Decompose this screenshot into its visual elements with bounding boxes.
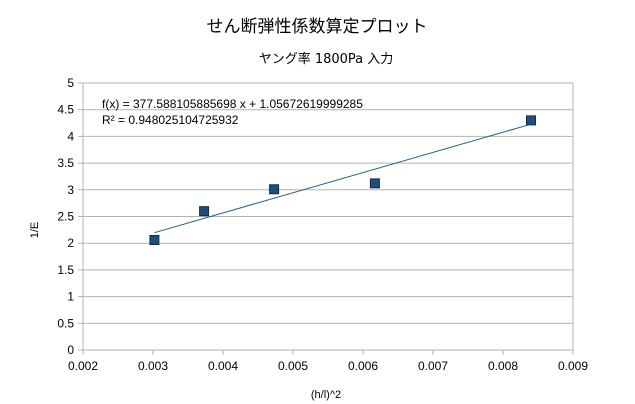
- y-tick-label: 0: [67, 343, 74, 357]
- tick-labels: 0 0.5 1 1.5 2 2.5 3 3.5 4 4.5 5 0.002 0.003 0.004 0.00…: [57, 76, 588, 373]
- y-tick-label: 4: [67, 129, 74, 143]
- x-tick-label: 0.003: [138, 359, 168, 373]
- trendline-group: [154, 123, 532, 234]
- y-tick-label: 3.5: [57, 156, 74, 170]
- r-squared-label: R² = 0.948025104725932: [102, 113, 239, 127]
- y-tick-label: 4.5: [57, 103, 74, 117]
- data-points: [149, 115, 536, 245]
- axes: [78, 82, 574, 355]
- x-tick-label: 0.007: [418, 359, 448, 373]
- x-tick-label: 0.004: [208, 359, 238, 373]
- y-tick-label: 2: [67, 236, 74, 250]
- x-tick-label: 0.005: [278, 359, 308, 373]
- x-tick-label: 0.009: [558, 359, 588, 373]
- y-axis-label: 1/E: [29, 222, 41, 239]
- y-tick-label: 0.5: [57, 316, 74, 330]
- chart-subtitle: ヤング率 1800Pa 入力: [259, 51, 394, 67]
- grid: [83, 82, 573, 351]
- y-tick-label: 1: [67, 290, 74, 304]
- x-tick-label: 0.008: [488, 359, 518, 373]
- y-tick-label: 5: [67, 76, 74, 90]
- y-tick-label: 3: [67, 183, 74, 197]
- x-axis-label: (h/l)^2: [311, 389, 341, 401]
- x-tick-label: 0.002: [68, 359, 98, 373]
- trendline-equation: f(x) = 377.588105885698 x + 1.0567261999…: [102, 97, 363, 111]
- data-point: [199, 206, 210, 217]
- x-tick-label: 0.006: [348, 359, 378, 373]
- chart-title: せん断弾性係数算定プロット: [207, 17, 428, 37]
- data-point: [369, 178, 380, 189]
- data-point: [526, 115, 536, 126]
- y-tick-label: 1.5: [57, 263, 74, 277]
- data-point: [269, 184, 280, 195]
- data-point: [149, 234, 160, 245]
- y-tick-label: 2.5: [57, 210, 74, 224]
- trendline: [154, 123, 532, 234]
